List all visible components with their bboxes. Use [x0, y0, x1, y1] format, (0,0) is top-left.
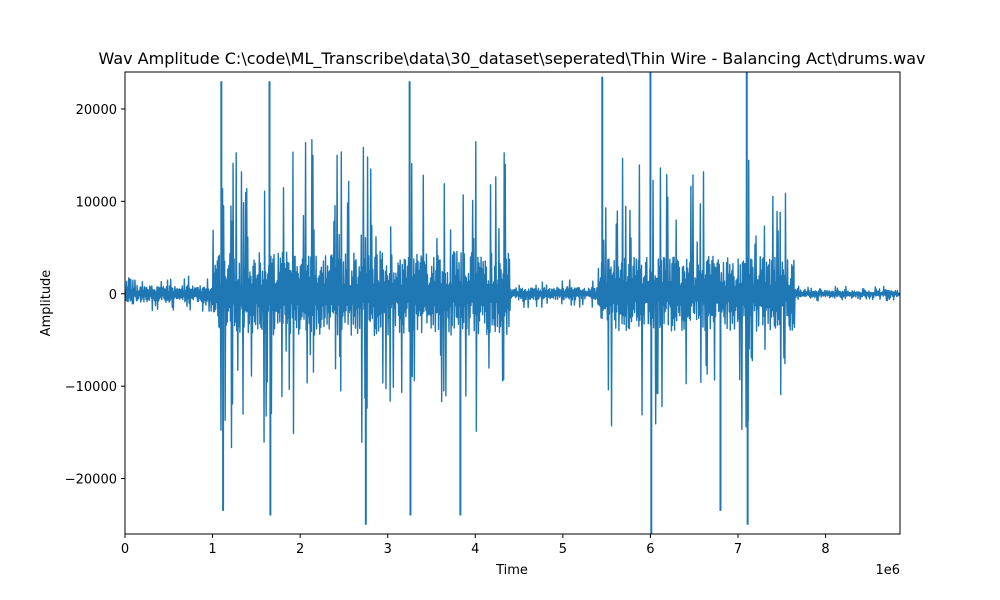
x-tick-label: 2 — [296, 542, 304, 557]
x-tick-label: 7 — [734, 542, 742, 557]
y-tick-label: −10000 — [65, 380, 117, 395]
plot-area — [124, 71, 901, 535]
x-tick-label: 4 — [471, 542, 479, 557]
y-tick-label: 20000 — [76, 103, 117, 118]
x-tick-label: 0 — [121, 542, 129, 557]
waveform-series — [125, 72, 900, 534]
x-axis-label: Time — [495, 563, 528, 578]
y-tick-label: 10000 — [76, 195, 117, 210]
x-tick-label: 3 — [384, 542, 392, 557]
x-axis-offset-label: 1e6 — [875, 563, 900, 578]
x-tick-label: 8 — [821, 542, 829, 557]
waveform-line — [125, 138, 900, 449]
x-tick-label: 5 — [559, 542, 567, 557]
y-tick-label: 0 — [109, 288, 117, 303]
x-tick-label: 6 — [646, 542, 654, 557]
y-axis: −20000 −10000 0 10000 20000 — [65, 103, 125, 488]
y-axis-label: Amplitude — [39, 270, 54, 337]
y-tick-label: −20000 — [65, 473, 117, 488]
chart-title: Wav Amplitude C:\code\ML_Transcribe\data… — [99, 49, 926, 69]
plot-frame — [124, 71, 901, 535]
x-tick-label: 1 — [208, 542, 216, 557]
x-axis: 0 1 2 3 4 5 6 7 8 — [121, 534, 830, 557]
